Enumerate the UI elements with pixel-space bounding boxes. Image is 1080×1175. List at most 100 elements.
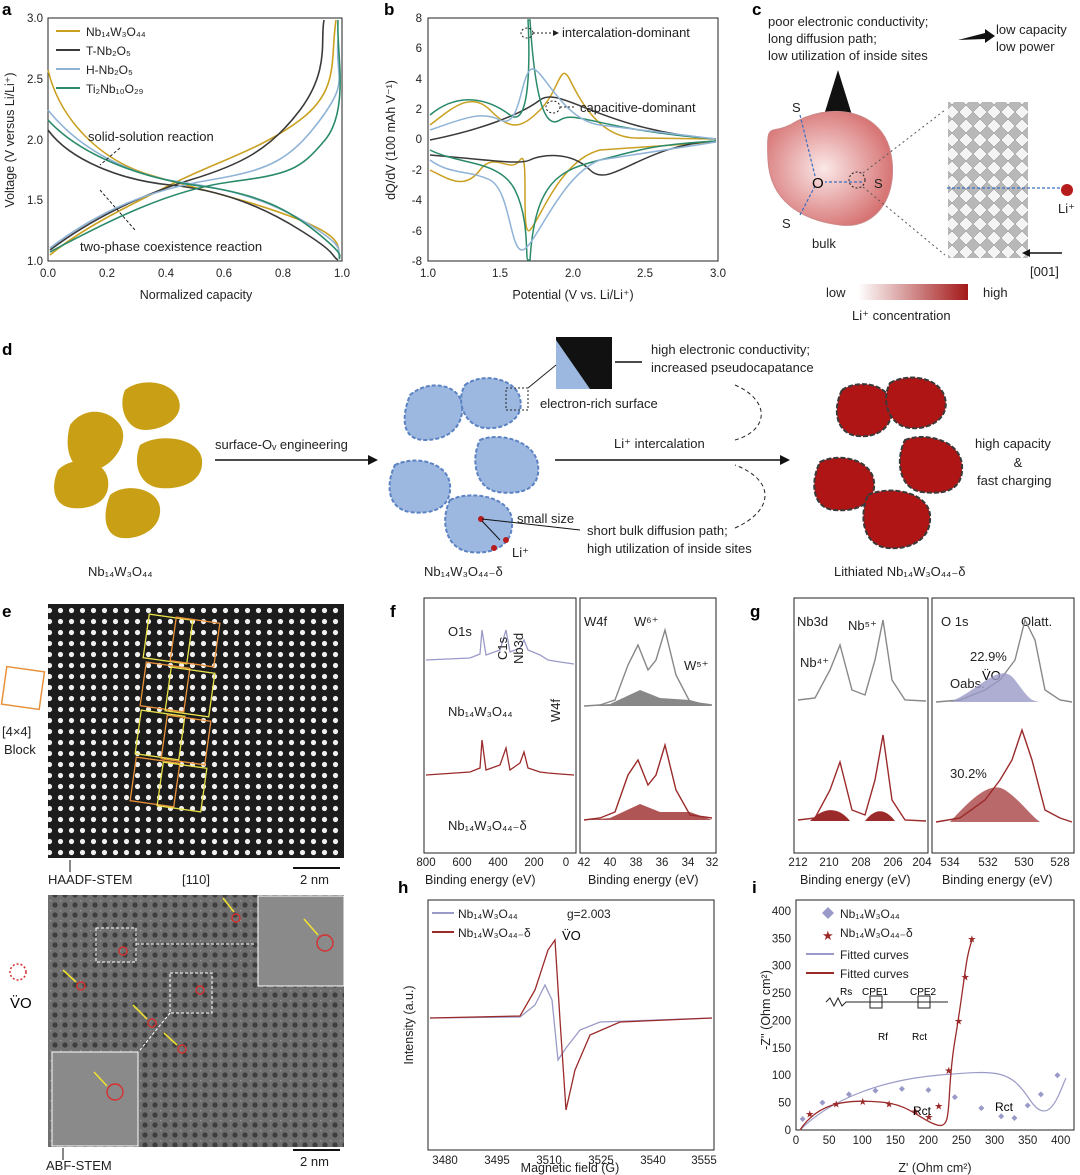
annotation-arrow bbox=[99, 189, 136, 231]
xtick: 1.5 bbox=[492, 268, 508, 280]
panel-label-b: b bbox=[384, 0, 394, 19]
problem-text: long diffusion path; bbox=[768, 31, 877, 46]
legend-label: Nb₁₄W₃O₄₄ bbox=[86, 25, 146, 39]
xtick: 3540 bbox=[640, 1155, 666, 1167]
panel-a: a 1.0 1.5 2.0 2.5 3.0 0.0 0.2 0.4 0.6 0.… bbox=[2, 0, 350, 302]
zoom-box bbox=[169, 972, 213, 1014]
legend-label: Fitted curves bbox=[840, 967, 909, 981]
small-size-label: small size bbox=[517, 511, 574, 526]
ytick: 2 bbox=[416, 104, 422, 116]
nyquist-point-pristine bbox=[1024, 1102, 1031, 1109]
nb3d-label: Nb3d bbox=[797, 614, 828, 629]
plot-frame bbox=[427, 17, 719, 262]
block-icon bbox=[0, 665, 46, 711]
panel-label-a: a bbox=[2, 0, 12, 19]
rct-label: Rct bbox=[995, 1100, 1014, 1114]
ytick: 6 bbox=[416, 43, 422, 55]
nb3d-spectrum-pristine bbox=[797, 619, 927, 702]
li-label: Li⁺ bbox=[1058, 201, 1075, 216]
w4f-spectrum-pristine bbox=[583, 627, 713, 707]
nyquist-point-pristine bbox=[872, 1087, 879, 1094]
epr-spectrum-ov bbox=[429, 938, 713, 1111]
xtick: 1.0 bbox=[420, 268, 436, 280]
xtick: 40 bbox=[604, 857, 617, 869]
benefit-text: short bulk diffusion path; bbox=[587, 523, 728, 538]
vo-component bbox=[950, 787, 1040, 822]
nb4-label: Nb⁴⁺ bbox=[800, 655, 829, 670]
legend-label: H-Nb₂O₅ bbox=[86, 63, 133, 77]
legend-label: T-Nb₂O₅ bbox=[86, 44, 131, 58]
ytick: 350 bbox=[772, 933, 791, 945]
w4f-spectrum-ov bbox=[583, 742, 713, 821]
panel-label-d: d bbox=[2, 340, 12, 359]
block-overlay bbox=[129, 613, 221, 813]
nyquist-point-ov: ★ bbox=[944, 1066, 953, 1077]
xtick: 250 bbox=[952, 1135, 971, 1147]
panel-label-e: e bbox=[2, 602, 11, 621]
abf-label: ABF-STEM bbox=[46, 1158, 112, 1173]
surface-label: S bbox=[874, 176, 883, 191]
ytick: 400 bbox=[772, 906, 791, 918]
annotation-capacitive: capacitive-dominant bbox=[580, 100, 696, 115]
xtick: 1.0 bbox=[334, 268, 350, 280]
xtick: 0 bbox=[793, 1135, 799, 1147]
w5-label: W⁵⁺ bbox=[684, 658, 709, 673]
xtick: 400 bbox=[488, 857, 507, 869]
xtick: 208 bbox=[851, 857, 870, 869]
dqdv-curve-green-discharge bbox=[429, 140, 717, 261]
xtick: 200 bbox=[919, 1135, 938, 1147]
ytick: 300 bbox=[772, 961, 791, 973]
xtick: 34 bbox=[682, 857, 695, 869]
vacancy-markers bbox=[76, 913, 334, 1101]
panel-c: c poor electronic conductivity; long dif… bbox=[752, 0, 1075, 323]
zoom-connector bbox=[139, 1012, 171, 1051]
result-text: low power bbox=[996, 39, 1055, 54]
xtick: 2.0 bbox=[565, 268, 581, 280]
w4f-label: W4f bbox=[584, 614, 608, 629]
nyquist-point-ov: ★ bbox=[934, 1101, 943, 1112]
xtick: 38 bbox=[630, 857, 643, 869]
xtick: 0.4 bbox=[158, 268, 175, 280]
x-ticks: 800 600 400 200 0 42 40 38 36 34 32 bbox=[416, 857, 718, 869]
li-ion-icon bbox=[478, 516, 484, 522]
y-axis-label: Voltage (V versus Li/Li⁺) bbox=[3, 72, 17, 207]
panel-i: i -Z'' (Ohm cm²) 0 50 100 150 200 250 300 350 40… bbox=[752, 878, 1075, 1175]
x-ticks: 1.0 1.5 2.0 2.5 3.0 bbox=[420, 268, 726, 280]
nyquist-point-pristine bbox=[799, 1116, 806, 1123]
xtick: 0.8 bbox=[275, 268, 291, 280]
survey-spectrum-ov bbox=[425, 739, 575, 776]
nb4-component bbox=[865, 811, 895, 821]
ytick: 200 bbox=[772, 1015, 791, 1027]
xtick: 3510 bbox=[536, 1155, 562, 1167]
inset-surface bbox=[556, 340, 590, 389]
center-label: O bbox=[812, 175, 824, 192]
xtick: 300 bbox=[985, 1135, 1004, 1147]
size-arrow bbox=[481, 518, 581, 531]
lithiated-label: Lithiated Nb₁₄W₃O₄₄₋δ bbox=[834, 564, 965, 579]
x-ticks: 0 50 100 150 200 250 300 350 400 bbox=[793, 1135, 1071, 1147]
xtick: 212 bbox=[788, 857, 807, 869]
scale-low: low bbox=[826, 285, 846, 300]
panel-label-i: i bbox=[752, 878, 757, 897]
curve-ti2nb10o29-charge bbox=[49, 19, 341, 253]
panel-h: h Intensity (a.u.) Nb₁₄W₃O₄₄ Nb₁₄W₃O₄₄₋δ… bbox=[398, 878, 717, 1175]
haadf-stem-image bbox=[48, 604, 344, 858]
nyquist-point-pristine bbox=[1037, 1091, 1044, 1098]
curve-tnb2o5-discharge bbox=[47, 129, 339, 261]
li-ion-icon bbox=[1061, 184, 1073, 196]
ytick: 3.0 bbox=[27, 13, 43, 25]
pct-label: 30.2% bbox=[950, 766, 987, 781]
marker-circle bbox=[545, 100, 561, 114]
nyquist-point-pristine bbox=[951, 1094, 958, 1101]
nyquist-point-pristine bbox=[1011, 1114, 1018, 1121]
legend-marker: ★ bbox=[822, 928, 834, 943]
x-axis-label: Magnetic field (G) bbox=[521, 1161, 620, 1175]
result-text: high capacity bbox=[975, 436, 1051, 451]
xtick: 530 bbox=[1014, 857, 1033, 869]
y-ticks: 1.0 1.5 2.0 2.5 3.0 bbox=[27, 13, 43, 268]
nyquist-point-ov: ★ bbox=[911, 1107, 920, 1118]
nyquist-point-ov: ★ bbox=[858, 1097, 867, 1108]
nyquist-point-pristine bbox=[998, 1113, 1005, 1120]
nyquist-point-ov: ★ bbox=[885, 1100, 894, 1111]
